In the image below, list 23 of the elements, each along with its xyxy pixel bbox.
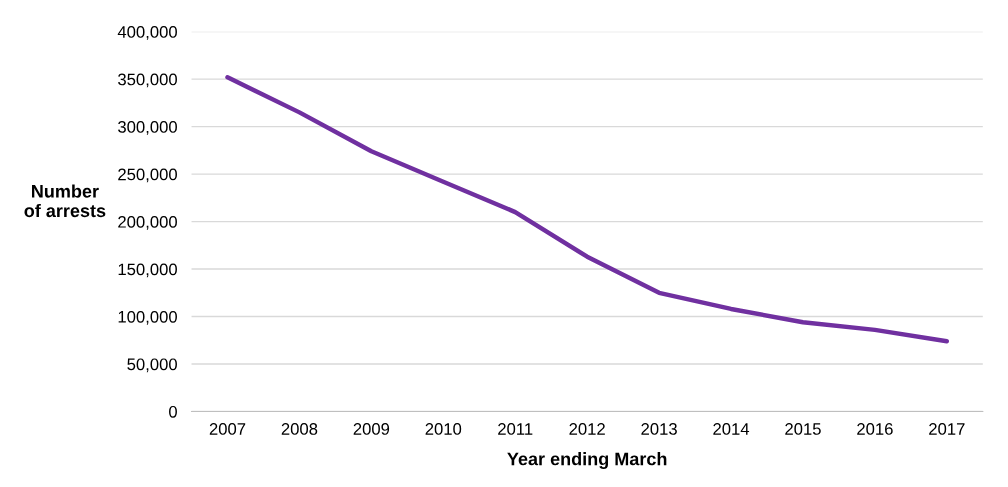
y-tick-label: 150,000 <box>118 263 177 278</box>
y-tick-label: 400,000 <box>117 26 177 40</box>
x-tick-label: 2012 <box>569 423 605 435</box>
y-tick-label: 200,000 <box>118 215 177 230</box>
y-axis-title: Number of arrests <box>24 184 106 218</box>
x-tick-label: 2011 <box>498 423 533 435</box>
x-tick-label: 2007 <box>209 423 246 435</box>
x-tick-label: 2009 <box>353 423 390 435</box>
x-tick-label: 2010 <box>425 423 462 435</box>
x-tick-label: 2015 <box>785 423 821 435</box>
y-tick-label: 50,000 <box>127 358 177 373</box>
x-tick-label: 2008 <box>281 423 318 435</box>
line-series <box>225 75 950 344</box>
y-tick-label: 0 <box>169 405 177 418</box>
y-tick-label: 100,000 <box>118 310 177 325</box>
y-tick-label: 350,000 <box>118 73 177 88</box>
y-tick-label: 250,000 <box>118 168 177 183</box>
x-axis-title: Year ending March <box>507 452 667 469</box>
x-tick-label: 2016 <box>857 423 893 435</box>
x-tick-label: 2017 <box>929 423 965 435</box>
x-tick-label: 2014 <box>713 423 750 435</box>
y-tick-label: 300,000 <box>118 121 177 135</box>
x-tick-label: 2013 <box>641 423 677 435</box>
